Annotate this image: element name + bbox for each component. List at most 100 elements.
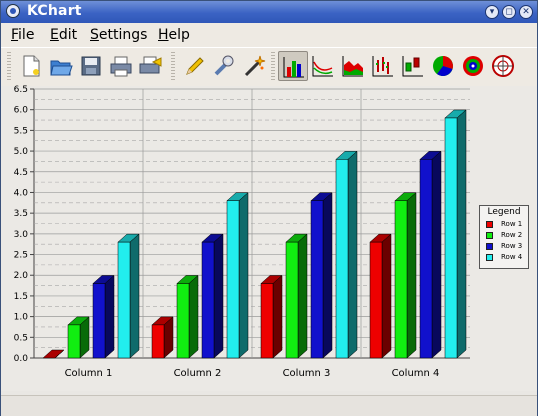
menu-file[interactable]: File xyxy=(11,27,35,43)
title-bar[interactable]: KChart ▾ ◻ ✕ xyxy=(1,1,537,23)
y-tick-label: 3.5 xyxy=(14,209,28,219)
high-low-chart-icon xyxy=(372,56,393,77)
menu-settings[interactable]: Settings xyxy=(90,27,148,43)
bar xyxy=(117,241,131,359)
line-chart-icon xyxy=(312,56,333,77)
bar-side-face xyxy=(104,274,115,359)
edit-data-icon xyxy=(186,57,204,75)
bar xyxy=(444,117,458,359)
legend-label: Row 4 xyxy=(501,253,523,261)
bar-side-face xyxy=(54,349,65,359)
area-chart-button[interactable] xyxy=(338,51,368,81)
y-tick-label: 3.0 xyxy=(14,230,29,240)
x-tick-label: Column 4 xyxy=(392,368,440,379)
save-icon xyxy=(81,56,101,76)
toolbar-grip[interactable] xyxy=(7,52,11,82)
y-tick-label: 1.5 xyxy=(14,292,28,302)
y-tick-label: 4.5 xyxy=(14,168,28,178)
new-document-button[interactable] xyxy=(16,51,46,81)
box-whisker-chart-button[interactable] xyxy=(398,51,428,81)
bar-side-face xyxy=(213,233,224,359)
y-tick-label: 5.0 xyxy=(14,147,29,157)
high-low-chart-button[interactable] xyxy=(368,51,398,81)
legend-swatch-row-1 xyxy=(486,221,493,228)
bar-side-face xyxy=(381,233,392,359)
bar-side-face xyxy=(272,274,283,359)
bar xyxy=(226,200,240,359)
legend-label: Row 3 xyxy=(501,242,523,250)
bar xyxy=(310,200,324,359)
y-tick-label: 2.5 xyxy=(14,251,28,261)
y-tick-label: 4.0 xyxy=(14,188,29,198)
minimize-button[interactable]: ▾ xyxy=(485,5,499,19)
legend-label: Row 1 xyxy=(501,220,523,228)
bar-top-face xyxy=(42,349,65,359)
y-tick-label: 6.0 xyxy=(14,106,29,116)
bar xyxy=(176,283,190,359)
polar-chart-icon xyxy=(492,55,514,77)
edit-data-button[interactable] xyxy=(179,51,209,81)
x-tick-label: Column 3 xyxy=(283,368,331,379)
bar-side-face xyxy=(456,109,467,359)
close-button[interactable]: ✕ xyxy=(519,5,533,19)
menu-edit[interactable]: Edit xyxy=(50,27,78,43)
wizard-button[interactable] xyxy=(239,51,269,81)
bar xyxy=(151,324,165,359)
bar-side-face xyxy=(431,150,442,359)
bar-side-face xyxy=(347,150,358,359)
y-tick-label: 5.5 xyxy=(14,126,28,136)
bar xyxy=(285,241,299,359)
bar-chart[interactable]: 0.0 0.5 1.0 1.5 2.0 2.5 3.0 3.5 4.0 4.5 5.0 5.5 6.0 6… xyxy=(0,85,536,390)
print-icon xyxy=(110,56,132,77)
print-preview-button[interactable] xyxy=(136,51,166,81)
restore-button[interactable]: ◻ xyxy=(502,5,516,19)
polar-chart-button[interactable] xyxy=(488,51,518,81)
box-whisker-chart-icon xyxy=(402,56,423,77)
x-tick-label: Column 1 xyxy=(65,368,113,379)
legend-label: Row 2 xyxy=(501,231,523,239)
y-tick-label: 0.0 xyxy=(14,354,29,364)
ring-chart-button[interactable] xyxy=(458,51,488,81)
window-title: KChart xyxy=(27,3,82,19)
ring-chart-icon xyxy=(463,56,483,76)
bar xyxy=(92,283,106,359)
bar-side-face xyxy=(322,192,333,359)
toolbar-separator xyxy=(171,52,175,82)
y-tick-label: 6.5 xyxy=(14,85,28,95)
chart-legend: Legend Row 1 Row 2 Row 3 Row 4 xyxy=(479,205,529,269)
bar-side-face xyxy=(297,233,308,359)
bar xyxy=(394,200,408,359)
bar-chart-icon xyxy=(283,57,304,78)
y-tick-label: 0.5 xyxy=(14,333,28,343)
bar xyxy=(67,324,81,359)
legend-title: Legend xyxy=(487,207,521,217)
y-tick-label: 2.0 xyxy=(14,271,29,281)
print-button[interactable] xyxy=(106,51,136,81)
x-tick-label: Column 2 xyxy=(174,368,222,379)
configure-icon xyxy=(214,55,234,76)
bar xyxy=(201,241,215,359)
bar-side-face xyxy=(238,192,249,359)
wizard-icon xyxy=(244,55,266,77)
open-folder-icon xyxy=(50,60,73,76)
bar-chart-button[interactable] xyxy=(278,51,308,81)
menu-help[interactable]: Help xyxy=(158,27,190,43)
bar xyxy=(335,159,349,359)
legend-swatch-row-4 xyxy=(486,254,493,261)
area-chart-icon xyxy=(342,56,363,77)
new-document-icon xyxy=(23,55,40,77)
app-icon[interactable] xyxy=(6,4,20,18)
pie-chart-button[interactable] xyxy=(428,51,458,81)
bar-side-face xyxy=(129,233,140,359)
bar xyxy=(260,283,274,359)
configure-button[interactable] xyxy=(209,51,239,81)
bar xyxy=(419,159,433,359)
save-button[interactable] xyxy=(76,51,106,81)
line-chart-button[interactable] xyxy=(308,51,338,81)
bar xyxy=(369,241,383,359)
open-button[interactable] xyxy=(46,51,76,81)
y-tick-label: 1.0 xyxy=(14,313,29,323)
toolbar xyxy=(1,47,537,87)
toolbar-separator xyxy=(271,52,275,82)
legend-swatch-row-3 xyxy=(486,243,493,250)
